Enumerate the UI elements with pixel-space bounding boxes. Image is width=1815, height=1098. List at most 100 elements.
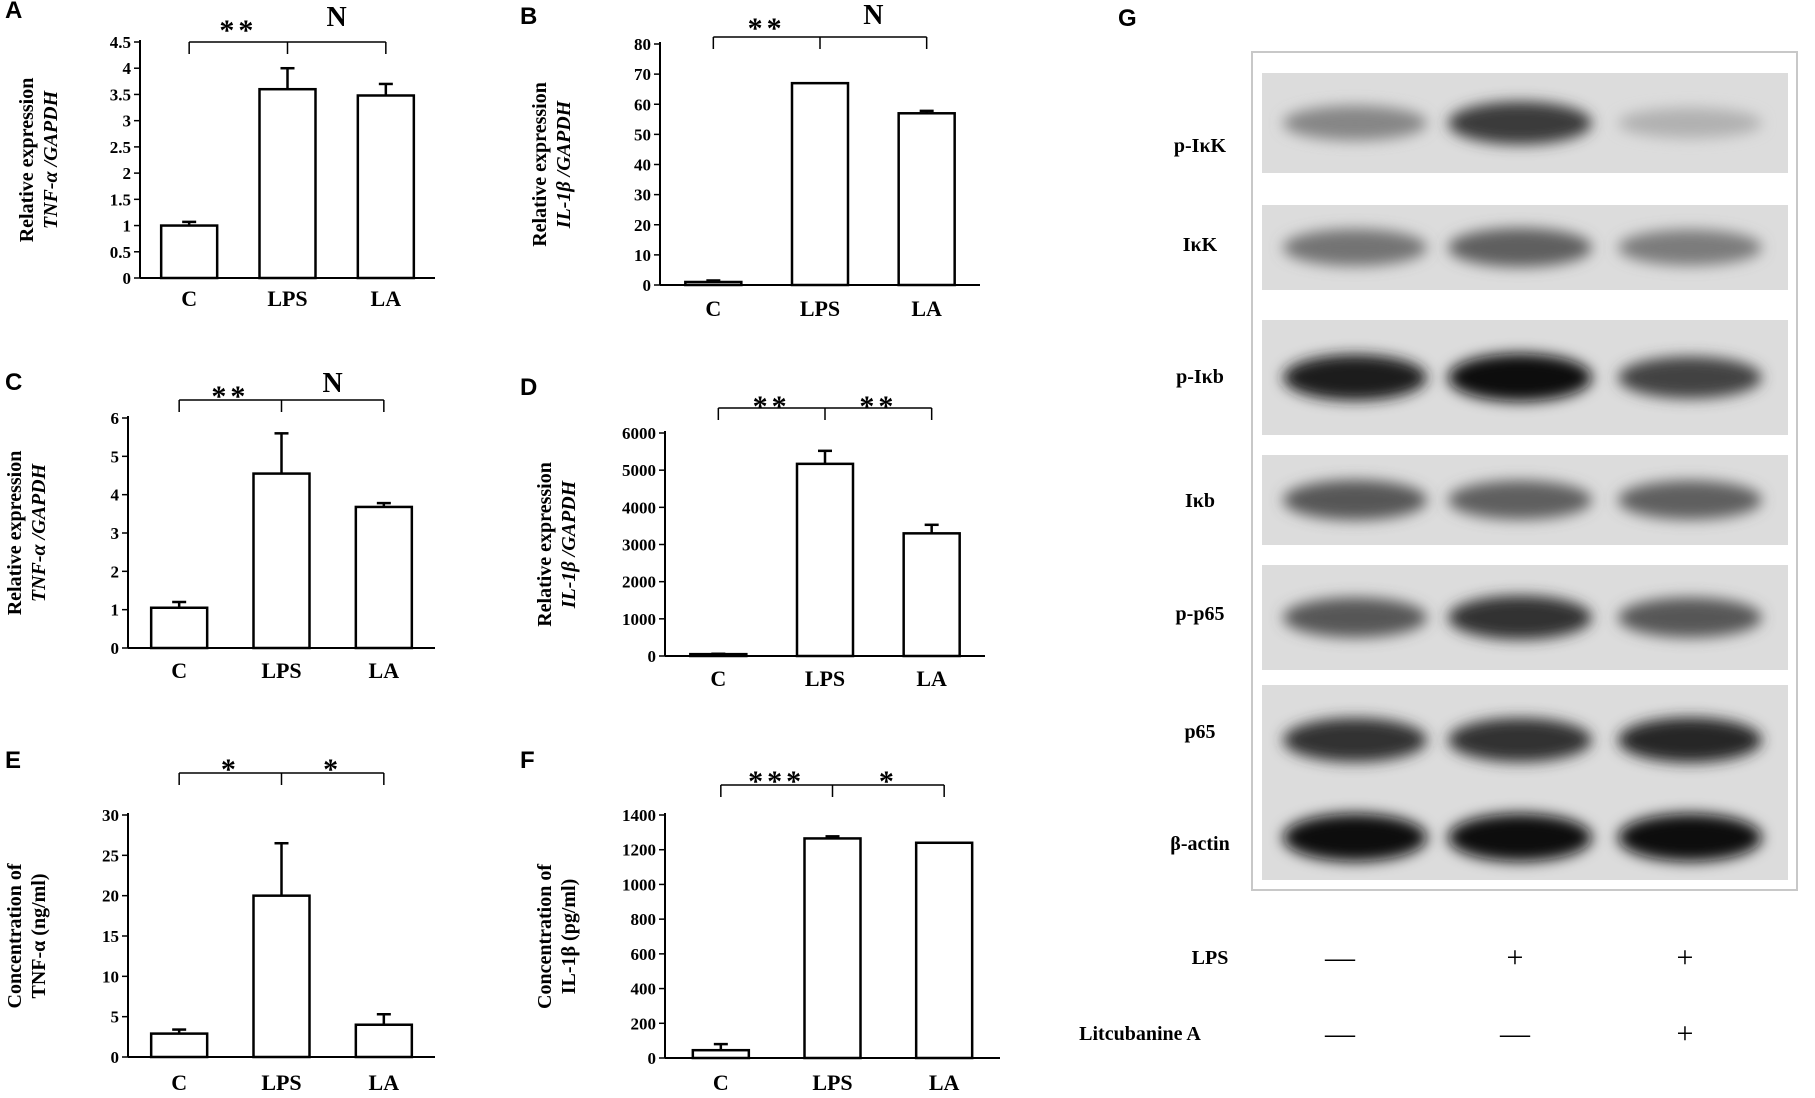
blot-row-label: p-Iκb xyxy=(1176,366,1224,388)
blot-row: p-Iκb xyxy=(1176,320,1788,435)
chart-panel-c: C 0 1 2 3 4 5 6 C LPS LA ** N Relative expression TNF-… xyxy=(4,368,435,683)
y-axis-label: Relative expression TNF-α /GAPDH xyxy=(16,78,62,243)
y-tick-label: 0 xyxy=(111,639,120,658)
y-tick-label: 4000 xyxy=(622,498,656,517)
blot-row-label: β-actin xyxy=(1170,833,1229,855)
category-label: LPS xyxy=(267,286,307,311)
panel-letter: B xyxy=(520,3,537,30)
blot-row-label: p65 xyxy=(1184,721,1215,743)
blot-row-label: p-IκK xyxy=(1174,135,1227,157)
category-label: C xyxy=(171,658,187,683)
y-tick-label: 30 xyxy=(634,186,651,205)
y-tick-label: 0 xyxy=(111,1048,120,1067)
significance-marker: ** xyxy=(219,14,257,47)
y-axis-label-line2: IL-1β (pg/ml) xyxy=(558,879,580,995)
treatment-symbol: — xyxy=(1324,941,1356,974)
chart-panel-e: E 0 5 10 15 20 25 30 C LPS LA * * Concentration of TNF… xyxy=(4,747,435,1095)
bar-la xyxy=(354,505,414,650)
y-axis-label: Concentration of IL-1β (pg/ml) xyxy=(534,864,580,1009)
y-tick-label: 4 xyxy=(111,486,120,505)
treatment-label: LPS xyxy=(1192,947,1229,969)
category-label: LA xyxy=(911,296,942,321)
y-axis-label-line1: Relative expression xyxy=(529,82,551,247)
blot-band xyxy=(1448,353,1592,402)
y-tick-label: 10 xyxy=(634,246,651,265)
y-tick-label: 1200 xyxy=(622,841,656,860)
y-tick-label: 3 xyxy=(123,112,132,131)
blot-row: p-p65 xyxy=(1176,565,1788,670)
bar-lps xyxy=(790,81,850,287)
category-label: LPS xyxy=(800,296,840,321)
significance-marker: ** xyxy=(753,390,791,423)
bar-c xyxy=(149,1032,209,1059)
y-axis-label-line2: IL-1β /GAPDH xyxy=(558,479,580,609)
y-tick-label: 200 xyxy=(631,1014,657,1033)
y-tick-label: 0 xyxy=(643,276,652,295)
y-tick-label: 4 xyxy=(123,59,132,78)
blot-band xyxy=(1618,356,1762,399)
y-tick-label: 20 xyxy=(102,887,119,906)
y-axis-label-line2: TNF-α (ng/ml) xyxy=(28,873,50,998)
chart-panel-b: B 0 10 20 30 40 50 60 70 80 C LPS LA ** N Relative expr… xyxy=(520,0,980,321)
y-tick-label: 4.5 xyxy=(110,33,131,52)
blot-band xyxy=(1448,101,1592,145)
y-axis-label: Relative expression TNF-α /GAPDH xyxy=(4,451,50,616)
y-tick-label: 2000 xyxy=(622,573,656,592)
significance-marker: *** xyxy=(748,765,805,798)
chart-panel-d: D 0 1000 2000 3000 4000 5000 6000 C LPS LA ** ** Rela… xyxy=(520,374,985,691)
significance-marker: N xyxy=(863,0,883,31)
significance-marker: N xyxy=(323,368,343,399)
y-tick-label: 0 xyxy=(648,1049,657,1068)
panel-letter: A xyxy=(5,0,22,24)
category-label: LA xyxy=(916,666,947,691)
y-axis-label-line1: Relative expression xyxy=(534,462,556,627)
y-tick-label: 70 xyxy=(634,65,651,84)
significance-marker: N xyxy=(327,2,347,33)
blot-band xyxy=(1618,717,1762,763)
blot-band xyxy=(1448,595,1592,640)
significance-marker: * xyxy=(879,765,898,798)
blot-frame xyxy=(1251,51,1798,891)
category-label: LPS xyxy=(261,658,301,683)
blot-band xyxy=(1448,813,1592,862)
bar-la xyxy=(354,1023,414,1059)
bar-lps xyxy=(795,462,855,658)
panel-letter: C xyxy=(5,369,22,396)
treatment-row: LPS — + + xyxy=(1192,941,1694,974)
blot-band xyxy=(1618,107,1762,139)
bar-lps xyxy=(252,472,311,650)
y-tick-label: 2.5 xyxy=(110,138,131,157)
category-label: LA xyxy=(929,1070,960,1095)
blot-band xyxy=(1283,105,1427,141)
y-tick-label: 6000 xyxy=(622,424,656,443)
bar-lps xyxy=(803,837,862,1060)
y-tick-label: 1.5 xyxy=(110,190,131,209)
y-tick-label: 1000 xyxy=(622,610,656,629)
treatment-symbol: — xyxy=(1324,1017,1356,1050)
blot-row: p65 xyxy=(1184,685,1788,795)
treatment-symbol: + xyxy=(1677,941,1694,974)
y-tick-label: 6 xyxy=(111,409,120,428)
blot-band xyxy=(1283,229,1427,266)
blot-band xyxy=(1283,354,1427,401)
blot-band xyxy=(1618,480,1762,520)
y-tick-label: 1400 xyxy=(622,806,656,825)
bar-la xyxy=(914,841,974,1060)
y-tick-label: 50 xyxy=(634,125,651,144)
bar-lps xyxy=(252,894,311,1059)
y-tick-label: 2 xyxy=(111,562,120,581)
significance-marker: * xyxy=(323,753,342,786)
blot-row-label: IκK xyxy=(1183,234,1218,256)
y-tick-label: 0.5 xyxy=(110,243,131,262)
panel-letter: E xyxy=(5,747,21,774)
blot-row: p-IκK xyxy=(1174,73,1788,173)
blot-row-label: Iκb xyxy=(1185,490,1215,512)
y-axis-label-line1: Relative expression xyxy=(4,451,26,616)
y-tick-label: 25 xyxy=(102,846,119,865)
y-tick-label: 40 xyxy=(634,156,651,175)
significance-marker: * xyxy=(221,753,240,786)
y-axis-label-line1: Concentration of xyxy=(534,864,556,1009)
y-tick-label: 3000 xyxy=(622,536,656,555)
category-label: LA xyxy=(371,286,402,311)
